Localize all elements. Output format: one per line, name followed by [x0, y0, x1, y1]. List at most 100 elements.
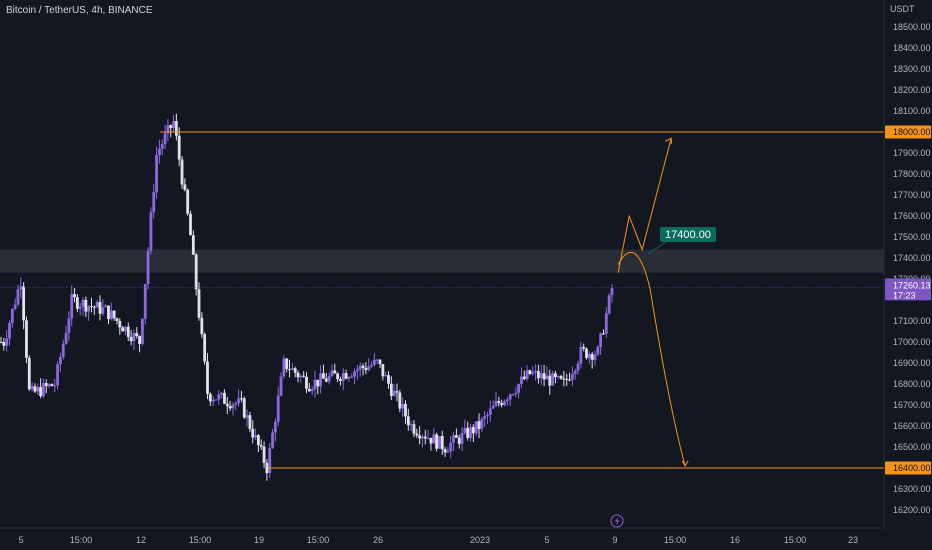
candle-body [336, 373, 339, 380]
candle-body [409, 424, 413, 426]
price-tick-label: 18100.00 [893, 106, 931, 116]
price-tick-label: 16900.00 [893, 358, 931, 368]
projection-up-path[interactable] [617, 138, 672, 273]
candle-body [469, 427, 472, 438]
time-axis[interactable] [0, 528, 884, 550]
price-axis[interactable] [884, 0, 932, 550]
candle-body [288, 368, 291, 370]
candle-body [449, 442, 453, 452]
price-tick-label: 16500.00 [893, 442, 931, 452]
support-price-tag [885, 461, 931, 475]
time-tick-label: 12 [136, 535, 146, 545]
candle-body [245, 415, 249, 418]
callout-box[interactable] [660, 227, 716, 242]
candle-body [372, 359, 376, 365]
candle-body [610, 288, 614, 296]
candle-body [276, 395, 280, 423]
candle-body [367, 366, 371, 371]
candle-body [480, 418, 484, 429]
candle-body [471, 427, 475, 434]
candle-body [95, 301, 99, 308]
candle-body [257, 435, 260, 446]
candle-body [146, 250, 150, 285]
candle-body [607, 295, 611, 314]
candle-body [112, 310, 116, 319]
price-tick-label: 17700.00 [893, 190, 931, 200]
candle-body [251, 428, 255, 438]
candle-countdown: 17:23 [893, 290, 916, 300]
time-tick-label: 15:00 [189, 535, 212, 545]
candle-body [602, 333, 605, 335]
candle-body [537, 370, 540, 379]
time-tick-label: 2023 [470, 535, 490, 545]
candle-body [126, 326, 130, 338]
candle-body [22, 286, 26, 321]
candle-body [505, 399, 509, 402]
candle-body [511, 394, 515, 396]
candle-body [56, 364, 59, 386]
candle-body [404, 403, 407, 417]
candle-body [290, 368, 294, 370]
candle-body [316, 379, 320, 387]
price-tick-label: 16300.00 [893, 484, 931, 494]
time-tick-label: 15:00 [70, 535, 93, 545]
candle-body [25, 320, 28, 358]
candle-body [344, 373, 348, 379]
time-tick-label: 26 [373, 535, 383, 545]
candle-body [520, 376, 523, 385]
time-tick-label: 23 [848, 535, 858, 545]
candle-body [573, 370, 577, 375]
candle-body [333, 370, 337, 374]
candle-body [10, 308, 14, 324]
candle-body [381, 364, 385, 377]
projection-down-path[interactable] [617, 252, 686, 467]
candle-body [389, 383, 393, 396]
candle-body [423, 436, 427, 439]
candle-body [47, 384, 51, 387]
candle-body [104, 305, 108, 308]
candle-body [282, 358, 286, 377]
candle-body [455, 435, 458, 438]
candle-body [415, 433, 419, 436]
candle-body [217, 394, 221, 400]
candle-body [42, 383, 45, 397]
candle-body [223, 392, 226, 404]
candle-body [132, 333, 136, 342]
candle-body [562, 378, 566, 380]
candle-body [457, 437, 461, 444]
candle-body [534, 370, 537, 373]
candle-body [268, 448, 272, 474]
candle-body [474, 421, 478, 434]
candle-body [531, 372, 535, 374]
candle-body [508, 394, 512, 400]
candle-body [174, 121, 178, 136]
candle-body [16, 289, 20, 305]
candle-body [271, 432, 274, 449]
candle-body [438, 436, 441, 449]
candle-body [225, 403, 229, 407]
candle-body [61, 343, 65, 358]
candle-body [121, 327, 125, 332]
candle-body [33, 386, 37, 392]
candle-body [70, 294, 74, 319]
candle-body [191, 235, 195, 255]
candle-body [237, 398, 240, 404]
candle-body [240, 398, 243, 400]
candle-body [327, 376, 331, 382]
candle-body [158, 148, 161, 156]
candle-body [166, 125, 170, 134]
candle-body [143, 284, 147, 319]
candle-body [172, 121, 175, 128]
candle-body [305, 376, 308, 389]
candle-body [115, 318, 119, 321]
candle-body [548, 375, 552, 386]
candle-body [412, 424, 416, 434]
candle-body [443, 449, 447, 453]
candle-body [514, 392, 518, 395]
lightning-icon[interactable] [610, 514, 624, 528]
candle-body [559, 376, 563, 379]
price-tick-label: 18500.00 [893, 22, 931, 32]
candle-body [78, 306, 82, 309]
